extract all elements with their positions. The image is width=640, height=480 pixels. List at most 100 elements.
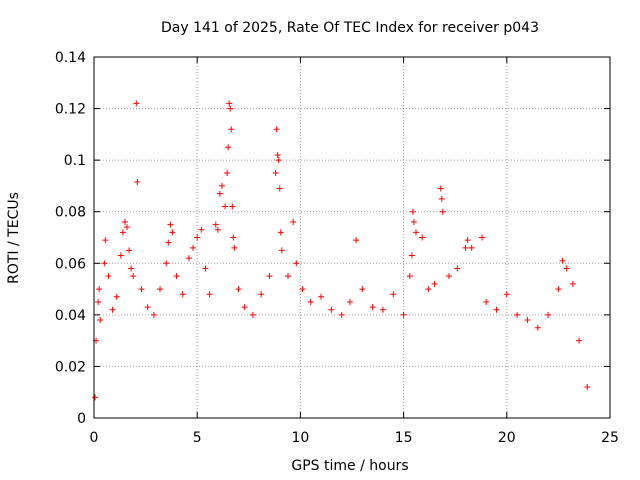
y-axis-label: ROTI / TECUs bbox=[6, 192, 22, 284]
x-tick-label: 10 bbox=[291, 430, 309, 446]
data-point bbox=[229, 203, 236, 210]
data-point bbox=[545, 311, 552, 318]
data-point bbox=[169, 229, 176, 236]
data-point bbox=[119, 229, 126, 236]
marks-layer bbox=[92, 100, 591, 401]
data-point bbox=[92, 394, 99, 401]
data-point bbox=[144, 304, 151, 311]
chart-title: Day 141 of 2025, Rate Of TEC Index for r… bbox=[161, 20, 539, 36]
data-point bbox=[101, 260, 108, 267]
data-point bbox=[134, 179, 141, 186]
data-point bbox=[514, 311, 521, 318]
data-point bbox=[231, 244, 238, 251]
data-point bbox=[437, 185, 444, 192]
y-tick-label: 0.04 bbox=[55, 308, 86, 324]
x-axis-label: GPS time / hours bbox=[291, 458, 408, 474]
data-point bbox=[241, 304, 248, 311]
data-point bbox=[584, 384, 591, 391]
data-point bbox=[133, 100, 140, 107]
data-point bbox=[318, 293, 325, 300]
data-point bbox=[290, 219, 297, 226]
data-point bbox=[126, 247, 133, 254]
data-point bbox=[124, 224, 131, 231]
data-point bbox=[218, 182, 225, 189]
data-point bbox=[493, 306, 500, 313]
data-point bbox=[224, 170, 231, 177]
data-point bbox=[379, 306, 386, 313]
data-point bbox=[225, 144, 232, 151]
y-tick-label: 0 bbox=[77, 411, 86, 427]
data-point bbox=[179, 291, 186, 298]
data-point bbox=[328, 306, 335, 313]
data-point bbox=[412, 229, 419, 236]
data-point bbox=[121, 219, 128, 226]
data-point bbox=[163, 260, 170, 267]
y-tick-label: 0.12 bbox=[55, 102, 86, 118]
data-point bbox=[258, 291, 265, 298]
data-point bbox=[272, 170, 279, 177]
y-tick-label: 0.08 bbox=[55, 205, 86, 221]
data-point bbox=[438, 195, 445, 202]
data-point bbox=[563, 265, 570, 272]
data-point bbox=[222, 203, 229, 210]
data-point bbox=[190, 244, 197, 251]
data-point bbox=[185, 255, 192, 262]
data-point bbox=[359, 286, 366, 293]
data-point bbox=[408, 252, 415, 259]
x-tick-label: 20 bbox=[498, 430, 516, 446]
data-point bbox=[226, 100, 233, 107]
data-point bbox=[109, 306, 116, 313]
plot-frame bbox=[93, 56, 611, 419]
data-point bbox=[503, 291, 510, 298]
data-point bbox=[462, 244, 469, 251]
data-point bbox=[299, 286, 306, 293]
data-point bbox=[198, 226, 205, 233]
data-point bbox=[113, 293, 120, 300]
x-tick-label: 0 bbox=[90, 430, 99, 446]
data-point bbox=[569, 280, 576, 287]
ticks-layer: 0 0.02 0.04 0.06 0.08 0.1 0.12 0.14 0 5 10 15 20 25 bbox=[55, 50, 619, 446]
data-point bbox=[105, 273, 112, 280]
data-point bbox=[409, 208, 416, 215]
data-point bbox=[227, 105, 234, 112]
data-point bbox=[274, 151, 281, 158]
data-point bbox=[431, 280, 438, 287]
data-point bbox=[102, 237, 109, 244]
data-point bbox=[128, 265, 135, 272]
y-tick-label: 0.14 bbox=[55, 50, 86, 66]
data-point bbox=[534, 324, 541, 331]
data-point bbox=[338, 311, 345, 318]
data-point bbox=[278, 247, 285, 254]
data-point bbox=[165, 239, 172, 246]
data-point bbox=[285, 273, 292, 280]
data-point bbox=[167, 221, 174, 228]
data-point bbox=[454, 265, 461, 272]
data-point bbox=[228, 126, 235, 133]
data-point bbox=[419, 234, 426, 241]
data-point bbox=[446, 273, 453, 280]
data-point bbox=[346, 298, 353, 305]
x-tick-label: 25 bbox=[601, 430, 619, 446]
data-point bbox=[130, 273, 137, 280]
data-point bbox=[464, 237, 471, 244]
data-point bbox=[479, 234, 486, 241]
data-point bbox=[410, 219, 417, 226]
data-point bbox=[293, 260, 300, 267]
data-point bbox=[138, 286, 145, 293]
data-point bbox=[369, 304, 376, 311]
data-point bbox=[216, 190, 223, 197]
y-tick-label: 0.1 bbox=[64, 153, 86, 169]
data-point bbox=[400, 311, 407, 318]
data-point bbox=[277, 229, 284, 236]
data-point bbox=[266, 273, 273, 280]
data-point bbox=[194, 234, 201, 241]
data-point bbox=[97, 317, 104, 324]
data-point bbox=[212, 221, 219, 228]
data-point bbox=[406, 273, 413, 280]
data-point bbox=[230, 234, 237, 241]
data-point bbox=[95, 298, 102, 305]
data-point bbox=[96, 286, 103, 293]
data-point bbox=[524, 317, 531, 324]
